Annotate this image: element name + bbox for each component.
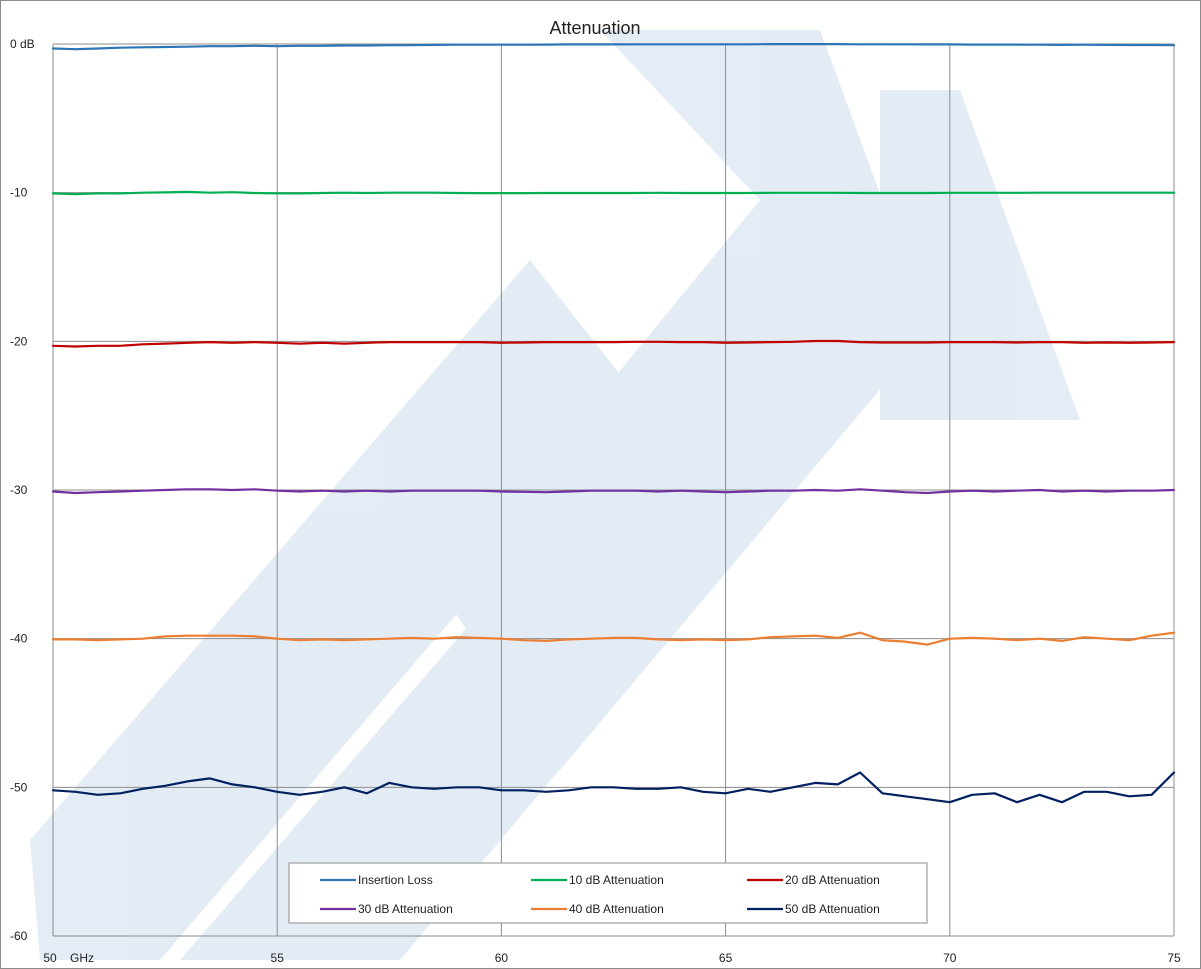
series-line-2 [51,190,1176,196]
y-tick-labels: 0 dB -10 -20 -30 -40 -50 -60 [10,37,35,943]
legend: Insertion Loss 10 dB Attenuation 20 dB Att… [288,862,928,924]
legend-entry: Insertion Loss [358,873,433,887]
legend-entry: 30 dB Attenuation [358,902,453,916]
watermark-logo [30,30,1080,960]
y-tick-label: -30 [10,483,28,497]
legend-box [288,862,928,924]
series-layer [51,42,1176,804]
legend-entry: 20 dB Attenuation [785,873,880,887]
y-tick-label: -10 [10,186,28,200]
legend-entry: 10 dB Attenuation [569,873,664,887]
series-line-4 [51,488,1176,495]
chart-title: Attenuation [549,18,640,38]
series-line-5 [51,631,1176,646]
y-tick-label: -50 [10,780,28,794]
y-tick-label: -60 [10,929,28,943]
y-tick-label: 0 dB [10,37,35,51]
x-tick-label: 75 [1167,951,1181,965]
x-tick-labels: 50 55 60 65 70 75 [43,951,1181,965]
series-line-1 [51,42,1176,51]
series-line-3 [51,339,1176,348]
x-tick-label: 70 [943,951,957,965]
x-tick-label: 60 [495,951,509,965]
legend-entry: 50 dB Attenuation [785,902,880,916]
series-line-6 [51,771,1176,804]
x-axis-label: GHz [70,951,94,965]
x-tick-label: 55 [271,951,285,965]
x-tick-label: 50 [43,951,57,965]
x-tick-label: 65 [719,951,733,965]
y-tick-label: -40 [10,632,28,646]
legend-entry: 40 dB Attenuation [569,902,664,916]
y-tick-label: -20 [10,334,28,348]
